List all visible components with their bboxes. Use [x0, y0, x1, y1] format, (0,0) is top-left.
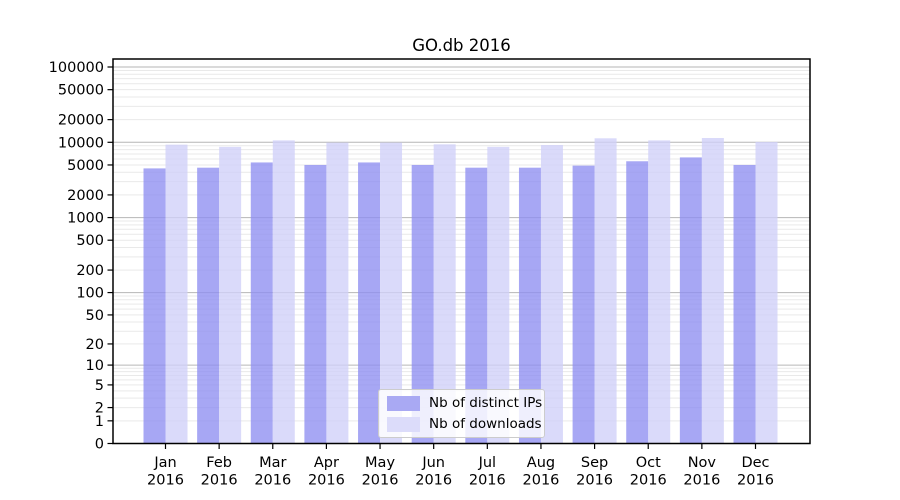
- bar-oct-distinct-ips: [626, 161, 649, 444]
- bar-nov-downloads: [701, 138, 724, 444]
- x-tick-label-month: Oct: [636, 455, 661, 471]
- y-tick-label: 10: [86, 358, 104, 374]
- legend-item-downloads: Nb of downloads: [379, 416, 544, 432]
- x-tick-label-year: 2016: [737, 473, 774, 489]
- legend-item-distinct-ips: Nb of distinct IPs: [379, 395, 544, 411]
- bar-aug-downloads: [540, 145, 563, 444]
- x-tick-label-year: 2016: [147, 473, 184, 489]
- legend: Nb of distinct IPs Nb of downloads: [378, 389, 545, 438]
- x-tick-label-month: Jan: [153, 455, 176, 471]
- legend-swatch-downloads: [387, 416, 420, 432]
- bar-may-distinct-ips: [358, 162, 381, 444]
- x-tick-label-year: 2016: [362, 473, 399, 489]
- y-tick-label: 500: [76, 233, 104, 249]
- chart-title: GO.db 2016: [412, 36, 511, 55]
- bar-sep-distinct-ips: [572, 165, 595, 444]
- bar-jan-distinct-ips: [143, 168, 166, 444]
- y-tick-label: 5: [95, 378, 104, 394]
- bar-apr-downloads: [326, 142, 349, 444]
- y-tick-label: 50: [86, 308, 104, 324]
- y-tick-label: 2000: [67, 188, 104, 204]
- x-tick-label-month: Nov: [688, 455, 717, 471]
- x-tick-label-year: 2016: [523, 473, 560, 489]
- bar-jul-distinct-ips: [465, 167, 488, 444]
- bar-oct-downloads: [648, 140, 671, 444]
- x-tick-label-month: Dec: [741, 455, 769, 471]
- y-tick-label: 20: [86, 337, 104, 353]
- x-tick-label-month: Jun: [421, 455, 445, 471]
- y-tick-label: 100000: [49, 60, 104, 76]
- bar-mar-distinct-ips: [250, 162, 273, 444]
- x-tick-label-year: 2016: [630, 473, 667, 489]
- y-tick-label: 100: [76, 286, 104, 302]
- x-tick-label-year: 2016: [415, 473, 452, 489]
- y-tick-label: 1: [95, 414, 104, 430]
- bars-downloads: [165, 138, 778, 444]
- x-tick-label-month: Mar: [259, 455, 286, 471]
- y-tick-label: 10000: [58, 135, 104, 151]
- bar-jun-downloads: [433, 144, 456, 444]
- bar-apr-distinct-ips: [304, 164, 327, 444]
- bar-nov-distinct-ips: [679, 157, 702, 444]
- bar-jul-downloads: [487, 146, 510, 444]
- y-tick-label: 200: [76, 263, 104, 279]
- bar-feb-downloads: [219, 146, 242, 444]
- x-axis: Jan 2016 Feb 2016 Mar 2016 Apr 2016 May 2016 Jun 20…: [147, 443, 774, 489]
- x-tick-label-year: 2016: [469, 473, 506, 489]
- axis-frame: [112, 58, 811, 445]
- x-tick-label-month: May: [365, 455, 395, 471]
- x-tick-label-month: Feb: [206, 455, 232, 471]
- bars-distinct-ips: [143, 157, 756, 444]
- y-tick-label: 50000: [58, 83, 104, 99]
- x-tick-label-month: Sep: [581, 455, 608, 471]
- bar-aug-distinct-ips: [518, 167, 541, 444]
- bar-jan-downloads: [165, 144, 188, 444]
- legend-label-downloads: Nb of downloads: [429, 416, 542, 432]
- bar-sep-downloads: [594, 138, 617, 444]
- y-tick-label: 2: [95, 401, 104, 417]
- bar-mar-downloads: [272, 140, 295, 444]
- bar-jun-distinct-ips: [411, 164, 434, 444]
- legend-label-distinct-ips: Nb of distinct IPs: [429, 395, 543, 411]
- x-tick-label-month: Jul: [478, 455, 497, 471]
- x-tick-label-month: Apr: [314, 455, 339, 471]
- x-tick-label-year: 2016: [308, 473, 345, 489]
- x-tick-label-year: 2016: [201, 473, 238, 489]
- y-tick-label: 0: [95, 437, 104, 453]
- y-tick-label: 1000: [67, 211, 104, 227]
- legend-swatch-distinct-ips: [387, 395, 420, 411]
- y-tick-label: 20000: [58, 113, 104, 129]
- y-axis: 0 12 5 10 20 50 100 200 500 1000 2000 5000 10000 2000…: [49, 60, 113, 453]
- x-tick-label-year: 2016: [576, 473, 613, 489]
- x-tick-label-year: 2016: [254, 473, 291, 489]
- x-tick-label-year: 2016: [683, 473, 720, 489]
- bar-dec-downloads: [755, 141, 778, 444]
- bar-may-downloads: [380, 142, 403, 444]
- y-tick-label: 5000: [67, 158, 104, 174]
- bar-feb-distinct-ips: [197, 167, 220, 444]
- x-tick-label-month: Aug: [527, 455, 555, 471]
- bar-dec-distinct-ips: [733, 164, 756, 444]
